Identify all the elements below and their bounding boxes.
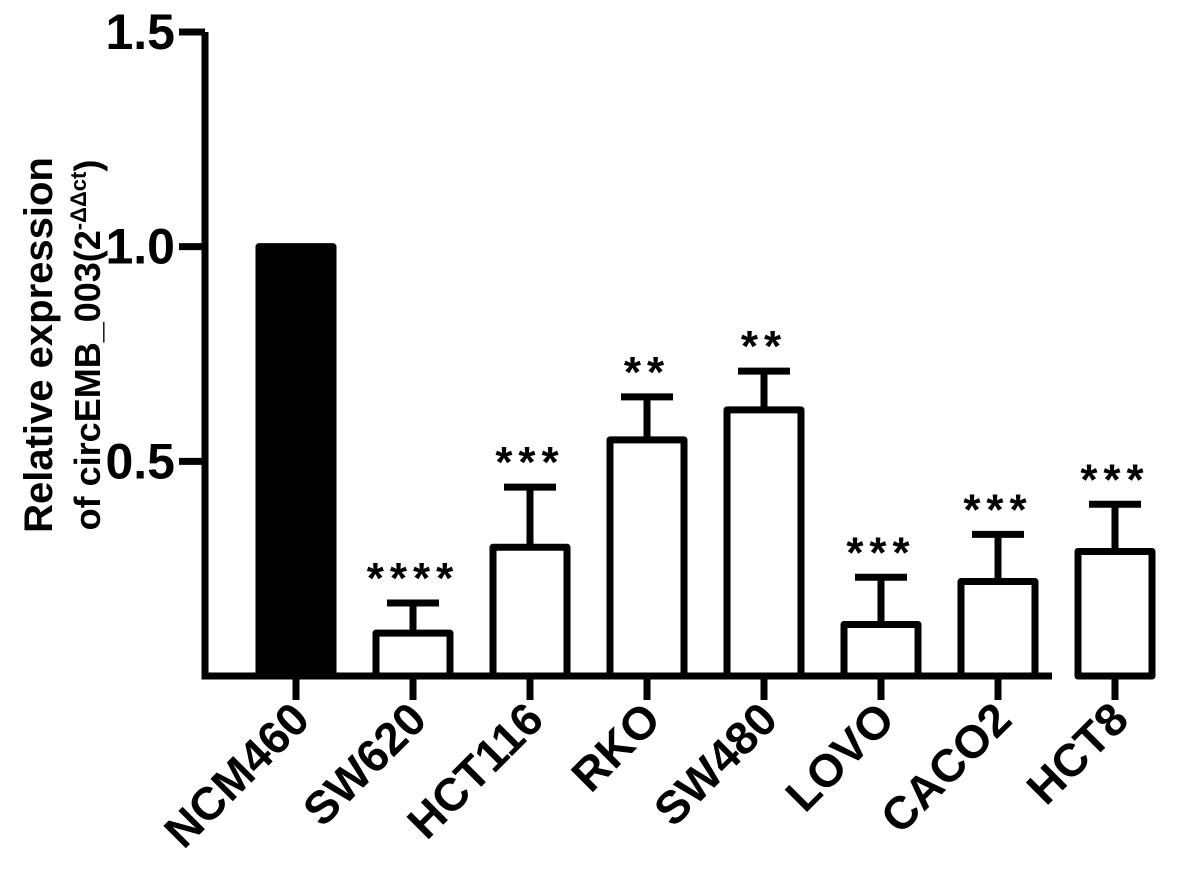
x-tick-label: CACO2 [870, 692, 1021, 843]
y-tick-label: 0.5 [105, 433, 175, 489]
bar-sw480 [723, 406, 805, 680]
x-tick-label: NCM460 [154, 692, 319, 857]
bar-ncm460 [255, 243, 337, 680]
y-axis-title: Relative expression of circEMB_003(2-ΔΔc… [17, 157, 108, 533]
y-axis-title-main: of circEMB_003(2 [67, 230, 108, 530]
significance-label: ** [741, 322, 787, 371]
bar-caco2 [957, 578, 1039, 680]
significance-label: *** [1080, 455, 1149, 504]
significance-label: *** [495, 438, 564, 487]
y-axis-title-line1: Relative expression [17, 157, 61, 533]
y-axis-title-close: ) [67, 160, 108, 172]
significance-label: *** [963, 485, 1032, 534]
bar-hct8 [1074, 547, 1156, 680]
y-axis-title-superscript: -ΔΔct [66, 171, 91, 230]
significance-label: ** [624, 348, 670, 397]
x-tick-label: HCT8 [1016, 692, 1138, 814]
y-tick-label: 1.5 [105, 4, 175, 60]
bar-sw620 [372, 629, 454, 680]
bars-layer [255, 243, 1156, 680]
y-tick-label: 1.0 [105, 219, 175, 275]
y-axis-title-line2: of circEMB_003(2-ΔΔct) [66, 160, 108, 531]
bar-rko [606, 436, 688, 680]
x-tick-label: RKO [561, 692, 670, 801]
bar-hct116 [489, 543, 571, 680]
significance-label: **** [367, 554, 460, 603]
bar-lovo [840, 620, 922, 680]
x-tick-label: SW480 [644, 692, 787, 835]
significance-label: *** [846, 528, 915, 577]
